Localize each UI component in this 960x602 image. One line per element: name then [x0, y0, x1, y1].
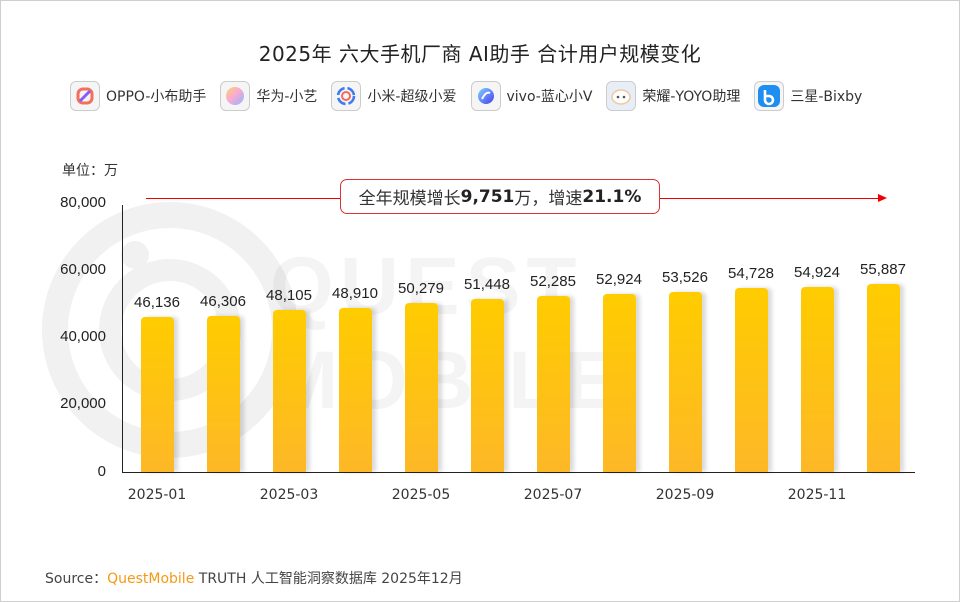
legend-item-xiaomi[interactable]: 小米-超级小爱 — [331, 81, 457, 111]
bar-value-label: 51,448 — [464, 276, 510, 293]
bar-value-label: 53,526 — [662, 269, 708, 287]
bar-value-label: 50,279 — [398, 279, 444, 297]
legend-label: 小米-超级小爱 — [367, 89, 457, 105]
legend-item-oppo[interactable]: OPPO-小布助手 — [70, 81, 206, 111]
bar-value-label: 54,924 — [794, 264, 840, 282]
source-prefix: Source： — [45, 571, 108, 587]
bar-value-label: 48,910 — [332, 284, 378, 302]
legend: OPPO-小布助手 华为-小艺 小米-超级小爱 vivo-蓝心小V 荣耀-YOY… — [70, 80, 876, 112]
source-note: Source：QuestMobile TRUTH 人工智能洞察数据库 2025年… — [45, 568, 463, 588]
bar[interactable] — [141, 316, 174, 472]
vivo-lanxin-icon — [470, 81, 501, 111]
bar[interactable] — [867, 284, 900, 472]
legend-label: 华为-小艺 — [256, 89, 318, 105]
y-tick: 40,000 — [60, 328, 106, 345]
bar[interactable] — [405, 302, 438, 472]
bar[interactable] — [735, 287, 768, 472]
growth-callout: 全年规模增长 9,751 万，增速 21.1% — [340, 179, 660, 214]
y-tick: 20,000 — [60, 395, 106, 412]
honor-yoyo-icon — [606, 81, 637, 111]
bar[interactable] — [339, 307, 372, 472]
bar-value-label: 55,887 — [860, 261, 906, 279]
bar[interactable] — [273, 310, 306, 472]
bar-value-label: 54,728 — [728, 264, 774, 282]
x-tick: 2025-09 — [655, 487, 715, 503]
x-tick: 2025-07 — [523, 487, 583, 503]
x-tick: 2025-11 — [787, 487, 847, 503]
source-brand: QuestMobile — [107, 571, 195, 587]
bar-value-label: 48,105 — [266, 287, 312, 305]
callout-growth: 9,751 — [460, 186, 515, 207]
y-tick: 60,000 — [60, 261, 106, 278]
legend-item-vivo[interactable]: vivo-蓝心小V — [470, 81, 593, 111]
xiaomi-xiaoai-icon — [331, 81, 362, 111]
x-tick: 2025-01 — [127, 487, 187, 503]
bar-value-label: 46,306 — [200, 293, 246, 311]
legend-label: vivo-蓝心小V — [506, 89, 593, 105]
bar-value-label: 52,285 — [530, 273, 576, 291]
bar[interactable] — [207, 316, 240, 472]
legend-item-samsung[interactable]: 三星-Bixby — [754, 81, 862, 111]
y-axis — [122, 205, 123, 473]
x-tick: 2025-03 — [259, 487, 319, 503]
callout-prefix: 全年规模增长 — [358, 189, 461, 209]
legend-label: 荣耀-YOYO助理 — [642, 89, 741, 105]
y-tick: 80,000 — [60, 194, 106, 211]
unit-label: 单位：万 — [62, 163, 118, 179]
bar[interactable] — [669, 292, 702, 472]
oppo-xiaobu-icon — [70, 81, 100, 111]
legend-item-huawei[interactable]: 华为-小艺 — [220, 81, 317, 111]
huawei-xiaoyi-icon — [220, 81, 251, 111]
arrow-right-icon — [878, 194, 887, 202]
legend-label: OPPO-小布助手 — [106, 89, 207, 105]
bar[interactable] — [603, 294, 636, 472]
bar-value-label: 52,924 — [596, 271, 642, 289]
legend-label: 三星-Bixby — [790, 89, 863, 105]
bar-value-label: 46,136 — [134, 293, 180, 311]
legend-item-honor[interactable]: 荣耀-YOYO助理 — [606, 81, 740, 111]
samsung-bixby-icon — [754, 81, 785, 111]
callout-mid: 万，增速 — [514, 189, 583, 209]
callout-rate: 21.1% — [582, 186, 642, 207]
x-tick: 2025-05 — [391, 487, 451, 503]
bar[interactable] — [471, 299, 504, 472]
chart-title: 2025年 六大手机厂商 AI助手 合计用户规模变化 — [258, 42, 702, 66]
y-tick: 0 — [97, 463, 106, 480]
x-axis — [122, 472, 915, 473]
bar[interactable] — [801, 287, 834, 472]
source-suffix: TRUTH 人工智能洞察数据库 2025年12月 — [194, 571, 463, 587]
bar[interactable] — [537, 296, 570, 472]
